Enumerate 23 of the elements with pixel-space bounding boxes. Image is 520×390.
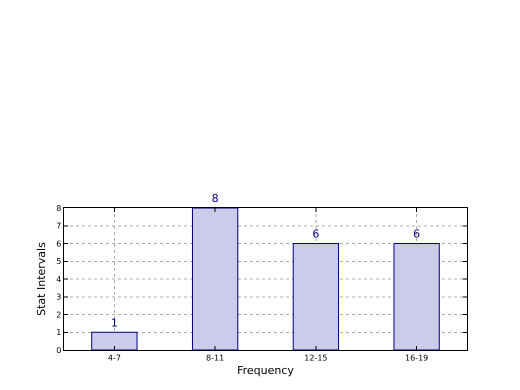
- y-tick-label: 5: [56, 257, 62, 266]
- y-tick-label: 4: [56, 274, 62, 284]
- x-tick-label: 8-11: [206, 354, 224, 363]
- bar: [292, 243, 340, 350]
- y-tick-label: 3: [56, 292, 62, 302]
- data-label: 1: [110, 316, 118, 330]
- bar: [91, 332, 138, 350]
- y-tick-label: 7: [56, 222, 62, 231]
- data-label: 8: [212, 192, 219, 205]
- y-tick-label: 2: [56, 310, 62, 320]
- data-label: 6: [413, 228, 420, 240]
- y-tick-label: 6: [56, 239, 62, 248]
- y-tick-label: 0: [56, 346, 62, 355]
- data-label: 6: [312, 228, 320, 240]
- x-tick-label: 16-19: [405, 354, 428, 363]
- y-tick-label: 1: [56, 328, 62, 338]
- x-tick-label: 4-7: [108, 354, 121, 363]
- bar: [192, 208, 238, 350]
- bar: [393, 243, 440, 350]
- y-tick-label: 8: [56, 204, 62, 213]
- x-axis-title: Frequency: [237, 364, 294, 377]
- x-tick-label: 12-15: [304, 354, 328, 363]
- y-axis-title: Stat Intervals: [34, 242, 48, 316]
